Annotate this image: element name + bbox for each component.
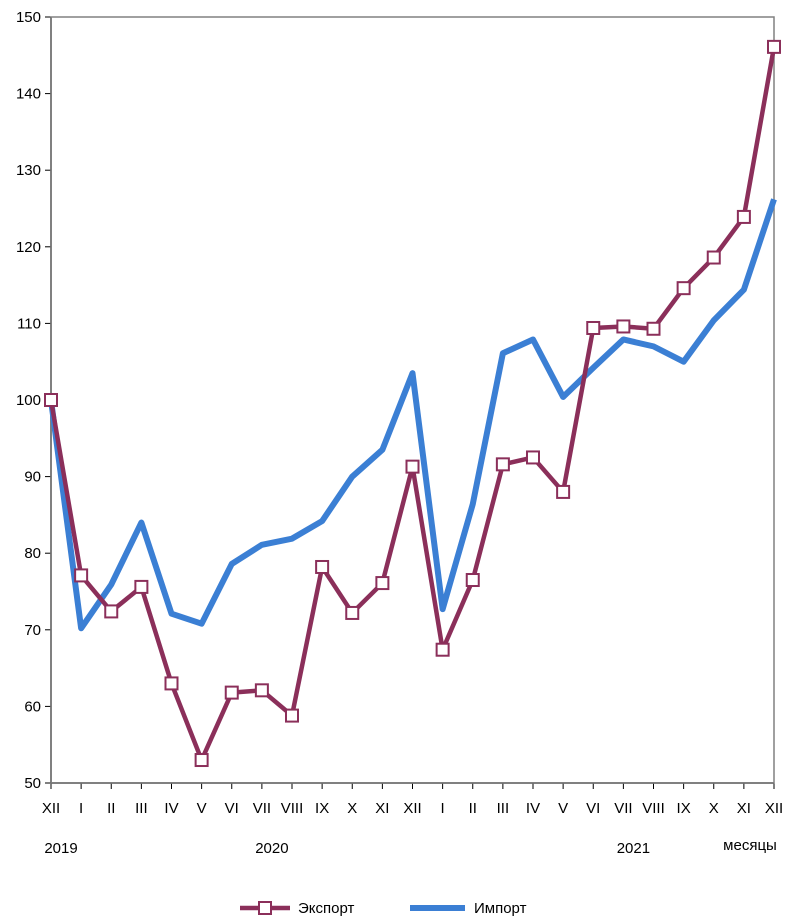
data-point-export — [44, 393, 58, 407]
x-tick-label: X — [709, 800, 719, 817]
data-point-export — [194, 753, 209, 768]
x-tick-label: IV — [164, 800, 178, 817]
x-tick-label: XII — [403, 800, 421, 817]
x-tick-label: XII — [765, 800, 783, 817]
data-point-export — [315, 559, 330, 574]
data-point-export — [285, 708, 299, 723]
year-label: 2020 — [255, 840, 288, 857]
data-point-export — [526, 450, 540, 465]
y-tick-label: 100 — [16, 392, 41, 409]
y-tick-label: 150 — [16, 9, 41, 26]
data-point-export — [254, 683, 269, 698]
y-tick-label: 80 — [24, 545, 41, 562]
x-tick-label: X — [347, 800, 357, 817]
x-axis: XII I II III IV V VI VII VIII IX X XI XII I II III IV V VI… — [42, 782, 783, 857]
data-point-export — [646, 321, 661, 336]
data-point-export — [74, 568, 89, 583]
data-point-export — [104, 604, 119, 619]
y-tick-label: 70 — [24, 622, 41, 639]
series-line-import — [48, 198, 777, 632]
x-tick-label: VI — [225, 800, 239, 817]
y-axis: 50 60 70 80 90 100 110 120 130 140 150 — [16, 9, 52, 792]
data-point-export — [495, 457, 510, 472]
y-tick-label: 50 — [24, 775, 41, 792]
x-tick-label: XII — [42, 800, 60, 817]
y-tick-label: 90 — [24, 469, 41, 486]
plot-area-frame — [50, 16, 775, 784]
data-point-export — [556, 484, 571, 499]
legend: Экспорт Импорт — [240, 900, 527, 917]
x-tick-label: I — [79, 800, 83, 817]
data-point-export — [767, 39, 781, 54]
x-tick-label: II — [107, 800, 115, 817]
data-point-export — [405, 459, 420, 474]
y-tick-label: 140 — [16, 86, 41, 103]
year-label: 2021 — [617, 840, 650, 857]
x-axis-title: месяцы — [723, 837, 777, 854]
data-point-export — [224, 685, 239, 700]
x-tick-label: XI — [737, 800, 751, 817]
data-point-export — [435, 642, 450, 657]
x-tick-label: IV — [526, 800, 540, 817]
y-tick-label: 130 — [16, 162, 41, 179]
legend-label-export: Экспорт — [298, 900, 354, 917]
x-tick-label: VII — [614, 800, 632, 817]
x-tick-label: VI — [586, 800, 600, 817]
x-tick-label: IX — [315, 800, 329, 817]
data-point-export — [616, 319, 631, 334]
y-tick-label: 120 — [16, 239, 41, 256]
x-tick-label: VIII — [642, 800, 665, 817]
legend-marker-export — [258, 901, 272, 915]
data-point-export — [375, 576, 390, 591]
data-point-export — [586, 320, 601, 335]
x-tick-label: IX — [677, 800, 691, 817]
x-tick-label: III — [497, 800, 510, 817]
series-line-export — [48, 46, 777, 763]
data-point-export — [134, 579, 149, 594]
data-point-export — [706, 250, 721, 265]
data-point-export — [345, 605, 360, 620]
x-tick-label: V — [197, 800, 207, 817]
year-label: 2019 — [44, 840, 77, 857]
y-tick-label: 110 — [17, 315, 41, 332]
x-tick-label: III — [135, 800, 148, 817]
x-tick-label: V — [558, 800, 568, 817]
series-layer — [44, 39, 781, 768]
x-tick-label: I — [441, 800, 445, 817]
legend-label-import: Импорт — [474, 900, 527, 917]
x-tick-label: VIII — [281, 800, 304, 817]
data-point-export — [676, 281, 691, 296]
x-tick-label: VII — [253, 800, 271, 817]
x-tick-label: II — [469, 800, 477, 817]
y-tick-label: 60 — [24, 698, 41, 715]
x-tick-label: XI — [375, 800, 389, 817]
data-point-export — [736, 209, 751, 224]
data-point-export — [465, 573, 480, 588]
data-point-export — [164, 676, 179, 691]
